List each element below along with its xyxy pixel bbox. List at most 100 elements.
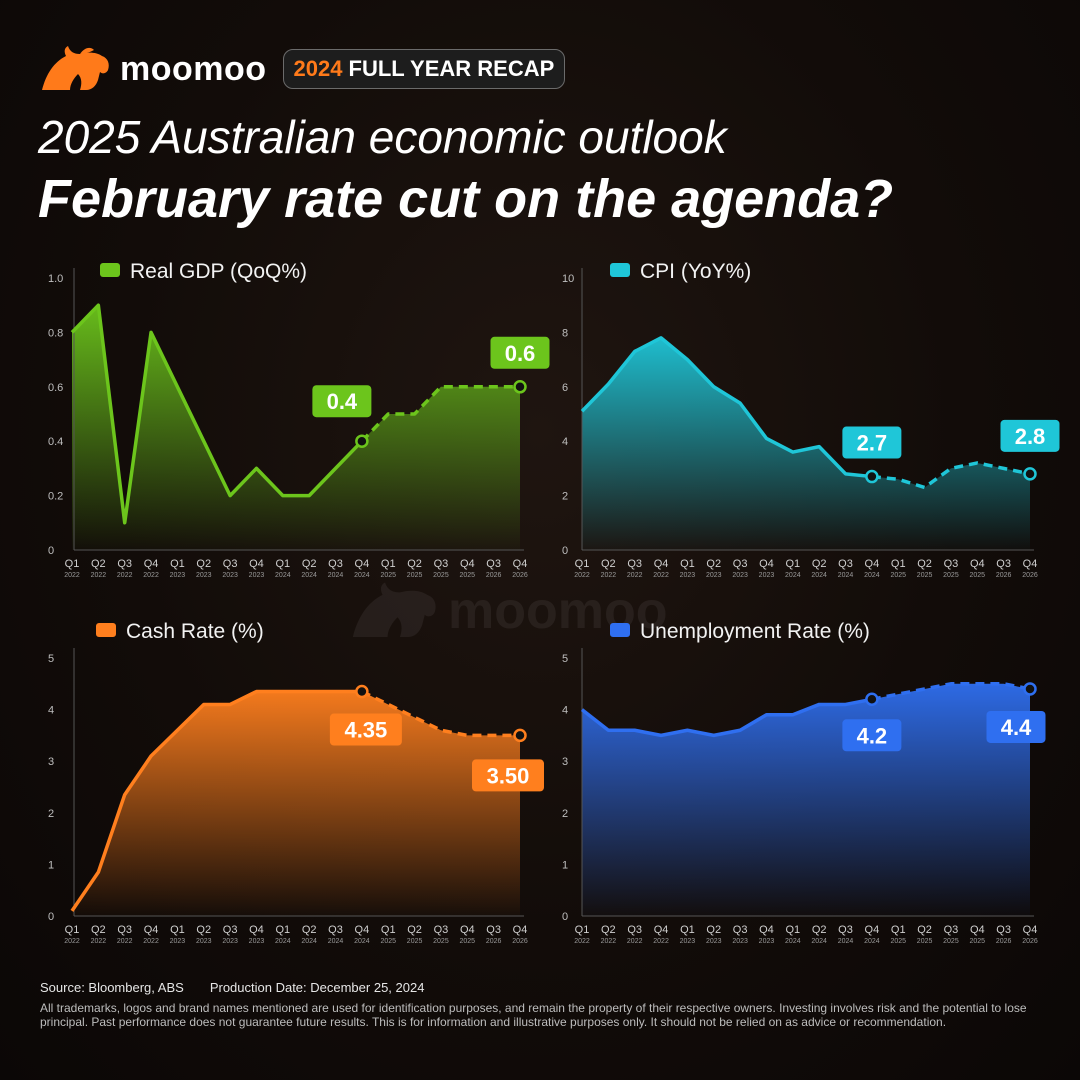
y-tick-label: 5 [48, 653, 54, 665]
x-tick-label: Q4 [513, 558, 528, 570]
x-tick-label: Q2 [91, 558, 106, 570]
watermark-bull-icon [352, 582, 436, 638]
y-tick-label: 3 [562, 756, 568, 768]
x-tick-label: Q1 [170, 558, 185, 570]
x-tick-label: Q1 [275, 558, 290, 570]
x-tick-label: Q3 [627, 558, 642, 570]
x-tick-year: 2025 [970, 938, 986, 945]
x-tick-year: 2022 [117, 938, 133, 945]
x-tick-label: Q2 [302, 558, 317, 570]
x-tick-label: Q1 [170, 924, 185, 936]
x-tick-label: Q2 [196, 924, 211, 936]
x-tick-year: 2024 [864, 572, 880, 579]
x-tick-label: Q1 [891, 924, 906, 936]
callout-marker [513, 728, 527, 743]
series-line-actual [70, 303, 364, 525]
y-tick-label: 3 [48, 756, 54, 768]
callout-box [472, 759, 544, 792]
x-tick-label: Q4 [970, 924, 985, 936]
source-line: Source: Bloomberg, ABS Production Date: … [40, 980, 1050, 995]
x-tick-label: Q1 [275, 924, 290, 936]
x-tick-label: Q3 [486, 558, 501, 570]
x-tick-year: 2024 [328, 938, 344, 945]
x-tick-year: 2023 [170, 572, 186, 579]
x-tick-year: 2023 [706, 938, 722, 945]
area-fill [72, 691, 520, 916]
x-tick-label: Q3 [996, 558, 1011, 570]
y-tick-label: 0.8 [48, 327, 63, 339]
legend-swatch [96, 623, 116, 637]
y-tick-label: 5 [562, 653, 568, 665]
watermark-text: moomoo [448, 582, 668, 640]
x-tick-label: Q1 [785, 924, 800, 936]
x-tick-year: 2022 [574, 572, 590, 579]
x-tick-label: Q3 [117, 924, 132, 936]
callout-box [986, 710, 1046, 743]
x-tick-label: Q2 [407, 924, 422, 936]
x-tick-label: Q2 [812, 558, 827, 570]
x-tick-year: 2023 [196, 572, 212, 579]
recap-badge: 2024 FULL YEAR RECAP [282, 49, 566, 89]
x-tick-year: 2023 [249, 572, 265, 579]
callout-label: 0.4 [327, 389, 358, 414]
x-tick-year: 2023 [732, 938, 748, 945]
x-tick-year: 2026 [512, 572, 528, 579]
brand-header: moomoo 2024 FULL YEAR RECAP [40, 44, 566, 94]
x-tick-year: 2023 [680, 938, 696, 945]
x-tick-year: 2024 [785, 572, 801, 579]
x-tick-year: 2024 [838, 572, 854, 579]
x-tick-year: 2025 [380, 938, 396, 945]
x-tick-label: Q1 [381, 558, 396, 570]
y-tick-label: 4 [48, 705, 54, 717]
x-tick-label: Q4 [144, 558, 159, 570]
x-tick-year: 2022 [601, 572, 617, 579]
x-tick-label: Q3 [486, 924, 501, 936]
page-title: 2025 Australian economic outlook [38, 111, 727, 163]
x-tick-label: Q3 [733, 924, 748, 936]
recap-text: FULL YEAR RECAP [348, 56, 555, 81]
x-tick-year: 2022 [91, 938, 107, 945]
x-tick-year: 2025 [380, 572, 396, 579]
y-tick-label: 6 [562, 382, 568, 394]
x-tick-label: Q2 [917, 924, 932, 936]
callout-box [490, 336, 550, 369]
x-tick-year: 2024 [301, 572, 317, 579]
callout-box [1000, 419, 1060, 452]
series-line-forecast [871, 682, 1031, 701]
legend-swatch [610, 263, 630, 277]
legend-label: Unemployment Rate (%) [640, 620, 870, 643]
chart-panel-2: 0 1 2 3 4 5 Q1 2022 Q2 2022 Q3 2022 Q4 2022 Q1 2023 Q2 20… [48, 620, 544, 945]
x-tick-label: Q1 [65, 924, 80, 936]
x-tick-label: Q3 [944, 558, 959, 570]
x-tick-year: 2025 [433, 938, 449, 945]
x-tick-year: 2025 [460, 938, 476, 945]
x-tick-label: Q2 [706, 924, 721, 936]
x-tick-year: 2025 [407, 572, 423, 579]
source-text: Source: Bloomberg, ABS [40, 980, 184, 995]
y-tick-label: 1 [48, 859, 54, 871]
callout-label: 2.7 [857, 431, 888, 456]
x-tick-year: 2023 [196, 938, 212, 945]
callout-box [842, 426, 902, 459]
y-tick-label: 2 [48, 808, 54, 820]
x-tick-year: 2022 [601, 938, 617, 945]
callout-label: 4.2 [857, 723, 888, 748]
x-tick-year: 2025 [890, 938, 906, 945]
x-tick-label: Q4 [1023, 558, 1038, 570]
recap-year: 2024 [293, 56, 343, 81]
y-tick-label: 1 [562, 859, 568, 871]
x-tick-year: 2022 [574, 938, 590, 945]
x-tick-label: Q1 [575, 924, 590, 936]
callout-marker [1023, 467, 1037, 481]
x-tick-label: Q3 [996, 924, 1011, 936]
callout-marker [865, 469, 879, 484]
series-line-forecast [360, 385, 520, 443]
x-tick-label: Q4 [759, 924, 774, 936]
x-tick-label: Q4 [249, 558, 264, 570]
x-tick-label: Q4 [654, 558, 669, 570]
footer: Source: Bloomberg, ABS Production Date: … [40, 980, 1050, 1029]
x-tick-label: Q4 [970, 558, 985, 570]
x-tick-label: Q1 [575, 558, 590, 570]
y-tick-label: 8 [562, 327, 568, 339]
x-tick-label: Q4 [249, 924, 264, 936]
